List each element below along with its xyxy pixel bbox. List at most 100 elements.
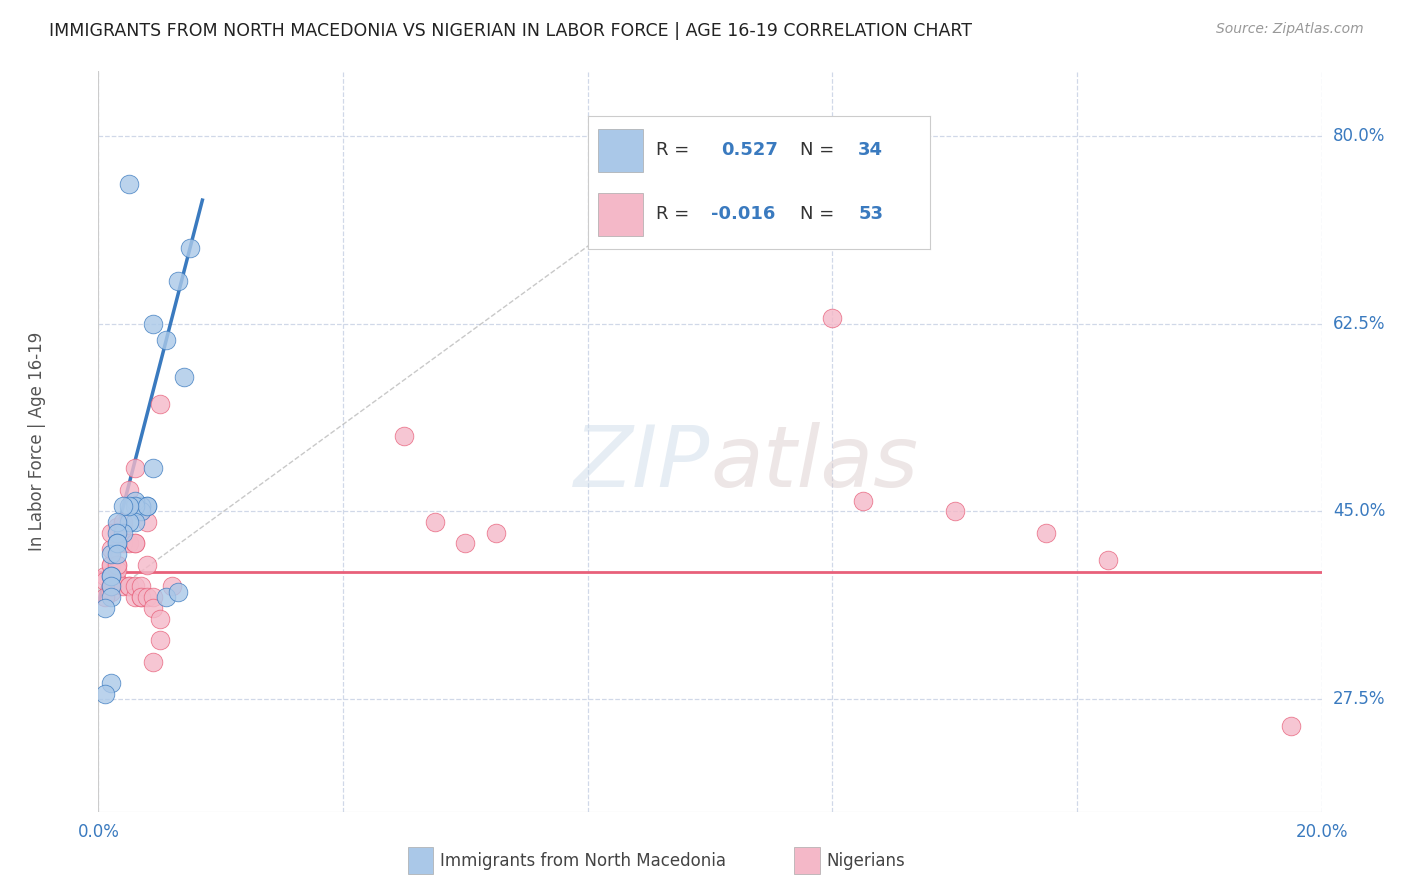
Point [111,499,134,513]
Point [124,461,146,475]
Point [136,558,159,572]
Point [105,536,128,550]
Point [129,499,152,513]
Point [100,584,122,599]
Point [423,515,446,529]
Point [111,579,134,593]
Point [124,499,146,513]
Point [124,515,146,529]
Text: Nigerians: Nigerians [827,852,905,870]
Text: N =: N = [800,142,839,160]
Point [129,504,152,518]
Point [100,568,122,582]
Point [852,493,875,508]
Point [111,536,134,550]
Point [167,584,190,599]
Text: 0.0%: 0.0% [77,822,120,841]
Point [105,515,128,529]
Point [821,311,844,326]
Point [93,600,115,615]
Point [149,633,172,648]
Point [105,558,128,572]
Point [142,461,165,475]
Text: ZIP: ZIP [574,422,710,505]
Point [105,574,128,588]
Point [155,333,177,347]
Text: 45.0%: 45.0% [1333,502,1385,520]
Point [1279,719,1302,733]
Point [129,590,152,604]
Point [485,525,508,540]
Point [149,611,172,625]
Text: 53: 53 [858,205,883,223]
Point [136,590,159,604]
Point [136,515,159,529]
Text: N =: N = [800,205,839,223]
Point [105,563,128,577]
Point [100,558,122,572]
FancyBboxPatch shape [598,193,643,235]
Point [118,579,141,593]
Point [100,541,122,556]
Point [943,504,966,518]
Point [142,655,165,669]
Point [124,579,146,593]
Point [118,499,141,513]
Point [1035,525,1057,540]
Point [100,579,122,593]
Point [118,515,141,529]
Point [93,574,115,588]
Point [100,676,122,690]
Point [142,600,165,615]
Point [173,370,195,384]
Point [124,536,146,550]
Text: R =: R = [657,205,695,223]
Text: 27.5%: 27.5% [1333,690,1385,708]
Point [118,483,141,497]
Point [105,525,128,540]
Point [105,536,128,550]
Point [100,547,122,561]
Text: 20.0%: 20.0% [1295,822,1348,841]
Point [93,687,115,701]
Point [129,499,152,513]
Text: Immigrants from North Macedonia: Immigrants from North Macedonia [440,852,725,870]
Point [454,536,477,550]
Point [100,568,122,582]
Text: In Labor Force | Age 16-19: In Labor Force | Age 16-19 [28,332,46,551]
Text: -0.016: -0.016 [711,205,775,223]
Point [93,568,115,582]
Text: Source: ZipAtlas.com: Source: ZipAtlas.com [1216,22,1364,37]
Text: 80.0%: 80.0% [1333,127,1385,145]
Text: R =: R = [657,142,702,160]
Text: 0.527: 0.527 [721,142,778,160]
Point [142,317,165,331]
Point [118,177,141,191]
Point [105,547,128,561]
Text: 62.5%: 62.5% [1333,315,1385,333]
Point [100,590,122,604]
Point [392,429,416,443]
Point [167,274,190,288]
FancyBboxPatch shape [598,129,643,172]
Point [129,590,152,604]
Text: atlas: atlas [710,422,918,505]
Point [142,590,165,604]
Point [100,579,122,593]
Point [111,520,134,534]
Point [179,241,201,255]
Point [100,525,122,540]
Point [93,590,115,604]
Text: IMMIGRANTS FROM NORTH MACEDONIA VS NIGERIAN IN LABOR FORCE | AGE 16-19 CORRELATI: IMMIGRANTS FROM NORTH MACEDONIA VS NIGER… [49,22,972,40]
Point [105,520,128,534]
Point [105,558,128,572]
Point [160,579,183,593]
Point [100,558,122,572]
Point [149,397,172,411]
Point [105,536,128,550]
Point [155,590,177,604]
Point [136,499,159,513]
Point [118,536,141,550]
Point [124,493,146,508]
Point [105,525,128,540]
